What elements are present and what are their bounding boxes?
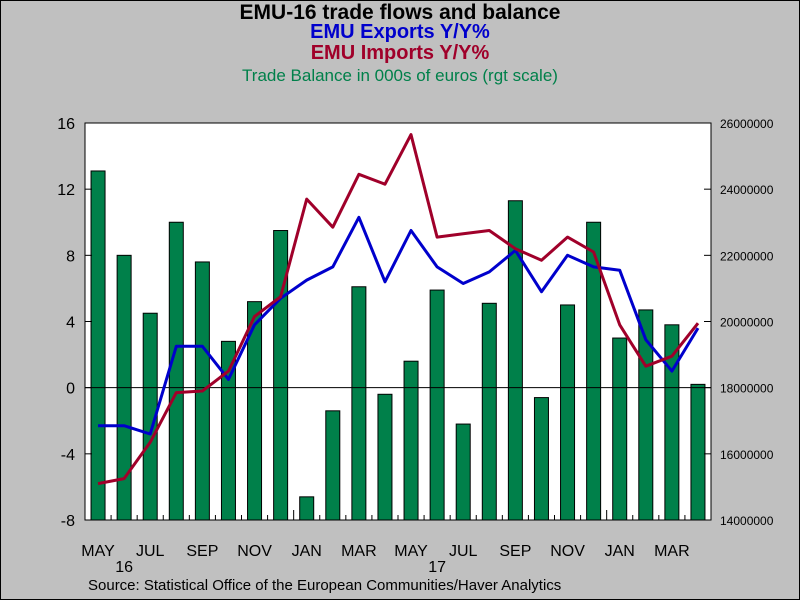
trade-balance-bar bbox=[377, 393, 393, 521]
x-axis-tick-label: MAY bbox=[394, 543, 428, 560]
right-axis-tick-label: 16000000 bbox=[720, 448, 774, 462]
exports-series-title: EMU Exports Y/Y% bbox=[310, 21, 490, 43]
trade-balance-bar bbox=[507, 200, 523, 521]
balance-series-title: Trade Balance in 000s of euros (rgt scal… bbox=[242, 66, 558, 85]
left-axis-tick-label: 16 bbox=[57, 116, 75, 133]
left-axis-tick-label: -8 bbox=[61, 513, 75, 530]
imports-series-title: EMU Imports Y/Y% bbox=[310, 42, 490, 64]
x-axis-tick-label: MAR bbox=[341, 543, 377, 560]
right-axis-tick-label: 26000000 bbox=[720, 117, 774, 131]
x-axis-tick-label: SEP bbox=[186, 543, 218, 560]
trade-balance-bar bbox=[220, 340, 236, 521]
trade-balance-bar bbox=[247, 301, 263, 521]
trade-balance-bar bbox=[664, 324, 680, 521]
trade-balance-bar bbox=[90, 170, 106, 521]
x-axis-tick-label: NOV bbox=[550, 543, 585, 560]
source-note: Source: Statistical Office of the Europe… bbox=[88, 577, 562, 594]
trade-balance-bar bbox=[560, 304, 576, 521]
trade-balance-bar bbox=[612, 337, 628, 521]
right-axis-tick-label: 14000000 bbox=[720, 514, 774, 528]
right-axis-tick-label: 18000000 bbox=[720, 382, 774, 396]
x-axis-year-label: 16 bbox=[115, 559, 133, 576]
left-axis-tick-label: 4 bbox=[66, 315, 75, 332]
trade-balance-bar bbox=[533, 397, 549, 521]
chart-title: EMU-16 trade flows and balance bbox=[239, 1, 561, 24]
trade-balance-bar bbox=[142, 312, 158, 521]
trade-balance-bar bbox=[429, 289, 445, 521]
trade-balance-bar bbox=[325, 410, 341, 521]
left-axis-tick-label: -4 bbox=[61, 447, 75, 464]
right-axis-tick-label: 22000000 bbox=[720, 249, 774, 263]
trade-balance-bar bbox=[690, 383, 706, 521]
trade-balance-bar bbox=[586, 221, 602, 521]
x-axis-tick-label: JAN bbox=[292, 543, 322, 560]
trade-balance-bar bbox=[351, 286, 367, 521]
x-axis-tick-label: JUL bbox=[449, 543, 478, 560]
left-axis-tick-label: 12 bbox=[57, 182, 75, 199]
left-axis-tick-label: 0 bbox=[66, 381, 75, 398]
right-axis-tick-label: 24000000 bbox=[720, 183, 774, 197]
trade-balance-bar bbox=[168, 221, 184, 521]
trade-balance-bar bbox=[403, 360, 419, 521]
x-axis-tick-label: MAR bbox=[654, 543, 690, 560]
x-axis-year-label: 17 bbox=[428, 559, 446, 576]
trade-balance-bar bbox=[481, 302, 497, 521]
trade-balance-bar bbox=[299, 496, 315, 521]
x-axis-tick-label: JUL bbox=[136, 543, 165, 560]
x-axis-tick-label: SEP bbox=[499, 543, 531, 560]
x-axis-tick-label: JAN bbox=[605, 543, 635, 560]
right-axis-tick-label: 20000000 bbox=[720, 316, 774, 330]
x-axis-tick-label: NOV bbox=[237, 543, 272, 560]
left-axis-tick-label: 8 bbox=[66, 248, 75, 265]
x-axis-tick-label: MAY bbox=[81, 543, 115, 560]
imports-line bbox=[97, 133, 700, 486]
trade-balance-bar bbox=[455, 423, 471, 521]
